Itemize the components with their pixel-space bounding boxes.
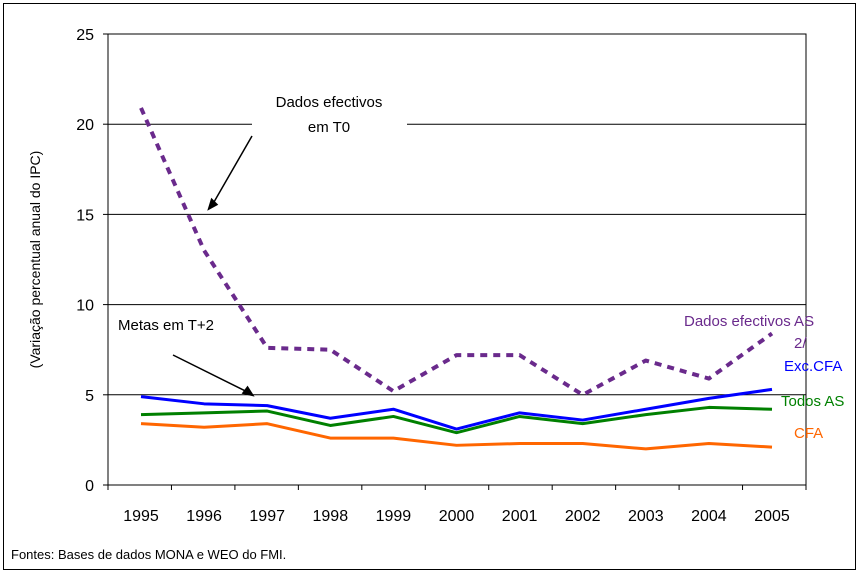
annotation-1-background bbox=[252, 114, 407, 136]
chart-frame bbox=[3, 3, 856, 570]
y-tick-label: 25 bbox=[76, 27, 94, 44]
x-tick-label: 2003 bbox=[628, 508, 664, 525]
y-axis-title: (Variação percentual anual do IPC) bbox=[27, 151, 43, 369]
series-label-3: CFA bbox=[794, 425, 823, 442]
y-tick-label: 10 bbox=[76, 298, 94, 315]
x-tick-label: 1996 bbox=[186, 508, 222, 525]
annotation-1-line-1: Dados efectivos bbox=[276, 94, 383, 111]
x-tick-label: 1998 bbox=[313, 508, 349, 525]
x-tick-label: 2004 bbox=[691, 508, 727, 525]
x-tick-label: 1995 bbox=[123, 508, 159, 525]
annotation-2-arrowhead bbox=[241, 385, 255, 397]
plot-area-border bbox=[107, 33, 807, 486]
x-tick-label: 2005 bbox=[754, 508, 790, 525]
annotation-2-text: Metas em T+2 bbox=[118, 317, 214, 334]
y-tick-label: 0 bbox=[85, 478, 94, 495]
x-tick-label: 1997 bbox=[249, 508, 285, 525]
y-tick-label: 15 bbox=[76, 207, 94, 224]
annotation-1-arrowhead bbox=[207, 197, 219, 211]
series-label-0: Dados efectivos AS bbox=[684, 313, 814, 330]
series-line-1 bbox=[140, 387, 773, 431]
source-note: Fontes: Bases de dados MONA e WEO do FMI… bbox=[11, 547, 286, 562]
series-line-2 bbox=[140, 405, 773, 435]
x-tick-label: 2001 bbox=[502, 508, 538, 525]
annotation-1-arrow bbox=[210, 135, 253, 208]
series-line-0 bbox=[139, 107, 774, 397]
x-tick-label: 1999 bbox=[376, 508, 412, 525]
series-label-2: Todos AS bbox=[781, 393, 844, 410]
series-label-0: 2/ bbox=[794, 335, 807, 352]
y-tick-label: 5 bbox=[85, 388, 94, 405]
annotation-2-arrow bbox=[172, 354, 251, 395]
x-tick-label: 2000 bbox=[439, 508, 475, 525]
y-tick-label: 20 bbox=[76, 117, 94, 134]
x-tick-label: 2002 bbox=[565, 508, 601, 525]
series-label-1: Exc.CFA bbox=[784, 358, 842, 375]
annotation-1-line-2: em T0 bbox=[308, 119, 350, 136]
series-line-3 bbox=[140, 422, 773, 451]
